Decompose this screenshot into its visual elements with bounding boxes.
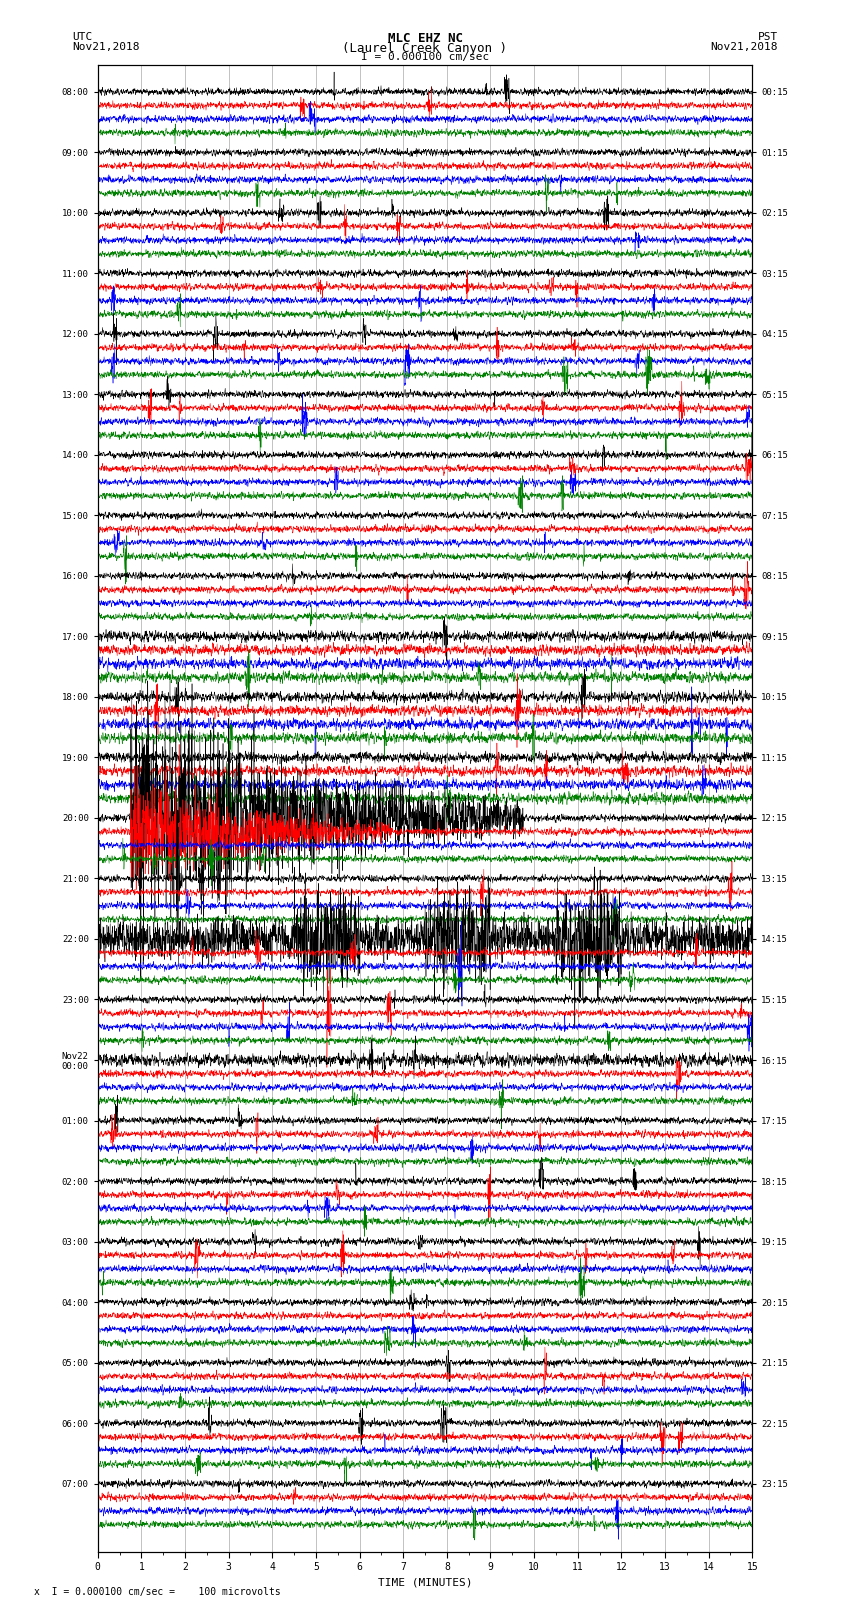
X-axis label: TIME (MINUTES): TIME (MINUTES) (377, 1578, 473, 1587)
Text: (Laurel Creek Canyon ): (Laurel Creek Canyon ) (343, 42, 507, 55)
Text: x  I = 0.000100 cm/sec =    100 microvolts: x I = 0.000100 cm/sec = 100 microvolts (34, 1587, 280, 1597)
Text: Nov21,2018: Nov21,2018 (711, 42, 778, 52)
Text: Nov21,2018: Nov21,2018 (72, 42, 139, 52)
Text: PST: PST (757, 32, 778, 42)
Text: UTC: UTC (72, 32, 93, 42)
Text: I = 0.000100 cm/sec: I = 0.000100 cm/sec (361, 52, 489, 61)
Text: MLC EHZ NC: MLC EHZ NC (388, 32, 462, 45)
